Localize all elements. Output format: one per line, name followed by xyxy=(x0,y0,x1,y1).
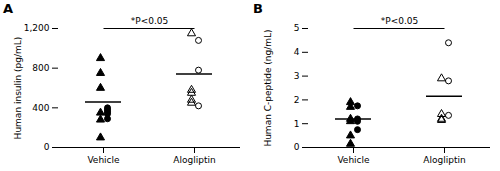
svg-text:Human insulin (pg/mL): Human insulin (pg/mL) xyxy=(13,37,23,140)
svg-text:1: 1 xyxy=(294,119,300,129)
svg-text:Alogliptin: Alogliptin xyxy=(173,155,215,165)
svg-text:0: 0 xyxy=(44,142,50,152)
svg-text:5: 5 xyxy=(294,23,300,33)
svg-text:Human C-peptide (ng/mL): Human C-peptide (ng/mL) xyxy=(263,29,273,146)
svg-text:Alogliptin: Alogliptin xyxy=(423,155,465,165)
svg-text:0: 0 xyxy=(294,142,300,152)
svg-text:1,200: 1,200 xyxy=(24,23,50,33)
svg-text:Vehicle: Vehicle xyxy=(87,155,120,165)
html-text:A: A xyxy=(3,1,14,16)
svg-text:800: 800 xyxy=(32,63,49,73)
svg-text:*P<0.05: *P<0.05 xyxy=(381,16,419,26)
svg-text:400: 400 xyxy=(32,103,49,113)
svg-text:*P<0.05: *P<0.05 xyxy=(131,16,169,26)
svg-text:4: 4 xyxy=(294,47,300,57)
svg-text:3: 3 xyxy=(294,71,300,81)
svg-text:2: 2 xyxy=(294,95,300,105)
html-text:B: B xyxy=(253,1,263,16)
svg-text:Vehicle: Vehicle xyxy=(337,155,370,165)
